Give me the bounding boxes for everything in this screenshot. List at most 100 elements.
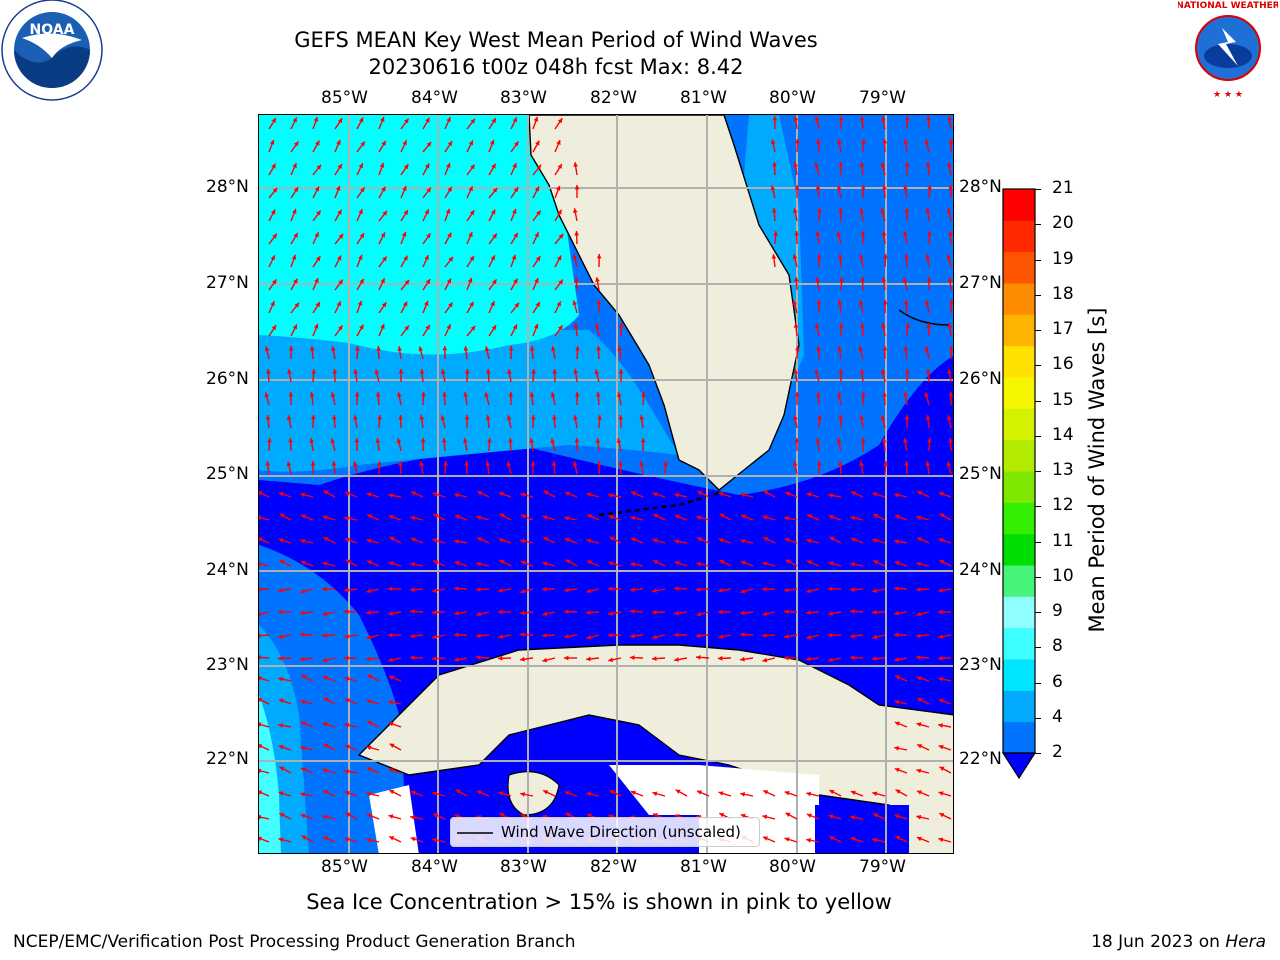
wave-direction-arrowhead (366, 656, 371, 662)
wave-direction-arrowhead (300, 745, 306, 751)
wave-direction-arrowhead (859, 461, 864, 466)
wave-direction-arrowhead (771, 208, 777, 213)
wave-direction-arrowhead (323, 836, 328, 841)
wave-direction-arrowhead (836, 438, 842, 444)
wave-direction-arrowhead (894, 492, 900, 498)
wave-direction-arrowhead (806, 656, 811, 662)
wave-direction-arrowhead (719, 560, 725, 565)
map-subtitle: 20230616 t00z 048h fcst Max: 8.42 (368, 55, 744, 79)
wave-direction-arrowhead (259, 491, 263, 496)
wave-direction-arrowhead (926, 277, 932, 282)
wave-direction-arrowhead (773, 231, 778, 236)
wave-direction-arrowhead (388, 611, 393, 616)
wave-direction-arrowhead (763, 537, 769, 542)
wave-direction-arrowhead (419, 415, 425, 420)
wave-direction-arrowhead (432, 492, 438, 497)
wave-direction-arrowhead (454, 539, 459, 544)
wave-direction-arrowhead (301, 675, 307, 680)
wave-direction-arrowhead (366, 699, 372, 704)
wave-direction-arrowhead (388, 700, 393, 705)
wave-direction-arrowhead (938, 538, 944, 543)
map-legend: Wind Wave Direction (unscaled) (450, 817, 760, 847)
wave-direction-arrowhead (608, 657, 614, 663)
wave-direction-arrowhead (895, 836, 901, 841)
wave-direction-arrowhead (697, 537, 703, 542)
wave-direction-arrowhead (903, 346, 909, 351)
nws-logo: NATIONAL WEATHER ★ ★ ★ (1178, 1, 1278, 100)
wave-direction-arrowhead (388, 561, 394, 566)
svg-text:NOAA: NOAA (30, 22, 75, 38)
wave-direction-arrowhead (498, 609, 503, 615)
wave-direction-arrowhead (653, 813, 659, 818)
wave-direction-arrowhead (367, 560, 372, 565)
wave-direction-arrowhead (829, 836, 835, 841)
wave-direction-arrowhead (344, 655, 349, 661)
wave-direction-arrowhead (925, 254, 930, 259)
wave-direction-arrowhead (574, 231, 580, 236)
wave-direction-arrowhead (359, 324, 364, 330)
wave-direction-arrowhead (674, 586, 679, 591)
wave-direction-arrowhead (925, 415, 931, 420)
wave-direction-arrowhead (322, 768, 328, 773)
wave-direction-arrowhead (718, 491, 724, 497)
wave-direction-arrowhead (508, 438, 513, 443)
colorbar-extend-triangle (1001, 752, 1037, 780)
wave-direction-arrowhead (309, 392, 315, 397)
wave-direction-arrowhead (770, 139, 776, 145)
wave-direction-arrowhead (336, 301, 341, 307)
wave-direction-arrowhead (674, 514, 680, 520)
wave-direction-arrowhead (903, 438, 908, 443)
wave-direction-arrowhead (586, 791, 592, 797)
wave-direction-arrowhead (271, 163, 276, 169)
wave-direction-arrowhead (425, 324, 430, 330)
wave-direction-arrowhead (894, 610, 899, 616)
wave-direction-arrowhead (674, 492, 680, 498)
wave-direction-arrowhead (792, 461, 798, 467)
wave-direction-arrowhead (410, 655, 415, 661)
wave-direction-arrowhead (498, 791, 504, 796)
sea-ice-note-text: Sea Ice Concentration > 15% is shown in … (306, 890, 892, 914)
lat-label: 22°N (206, 749, 249, 769)
wave-direction-arrowhead (404, 325, 409, 331)
wave-direction-arrowhead (838, 323, 844, 328)
wave-direction-arrowhead (331, 346, 336, 351)
wave-direction-arrowhead (381, 140, 386, 146)
wave-direction-arrowhead (513, 232, 518, 238)
wave-direction-arrowhead (433, 813, 439, 818)
wave-direction-arrowhead (573, 415, 578, 420)
wave-direction-arrowhead (652, 656, 657, 661)
wave-direction-arrowhead (323, 537, 329, 542)
wave-direction-arrowhead (882, 139, 888, 144)
map-panel (258, 114, 954, 854)
colorbar-tick-label: 12 (1052, 495, 1074, 516)
wave-direction-arrowhead (794, 231, 800, 236)
wave-direction-arrowhead (631, 491, 637, 496)
wave-direction-arrowhead (740, 656, 745, 662)
wave-direction-arrowhead (463, 346, 469, 351)
wave-direction-arrowhead (338, 325, 343, 331)
wave-direction-arrowhead (354, 438, 360, 443)
wave-direction-arrowhead (345, 812, 351, 818)
wave-direction-arrowhead (344, 587, 349, 593)
wave-direction-arrowhead (398, 461, 403, 466)
wave-direction-arrowhead (806, 838, 811, 843)
wind-wave-arrows (259, 115, 953, 843)
wave-direction-arrowhead (447, 141, 453, 147)
wave-direction-arrowhead (366, 838, 371, 843)
wave-direction-arrowhead (850, 537, 856, 542)
wave-direction-arrowhead (468, 186, 473, 192)
wave-direction-arrowhead (432, 609, 437, 615)
wave-direction-arrowhead (859, 415, 865, 420)
wave-direction-arrowhead (674, 539, 679, 544)
lon-label: 80°W (769, 88, 816, 108)
wave-direction-arrowhead (597, 415, 602, 420)
colorbar-tick-label: 9 (1052, 601, 1063, 621)
wave-direction-arrowhead (948, 185, 953, 190)
wave-direction-arrowhead (618, 323, 624, 328)
wave-direction-arrowhead (814, 116, 820, 122)
wave-direction-arrowhead (292, 208, 297, 214)
wave-direction-arrowhead (514, 302, 519, 308)
wave-direction-arrowhead (259, 768, 262, 774)
wave-direction-arrowhead (916, 722, 922, 727)
wave-direction-arrowhead (492, 279, 497, 285)
